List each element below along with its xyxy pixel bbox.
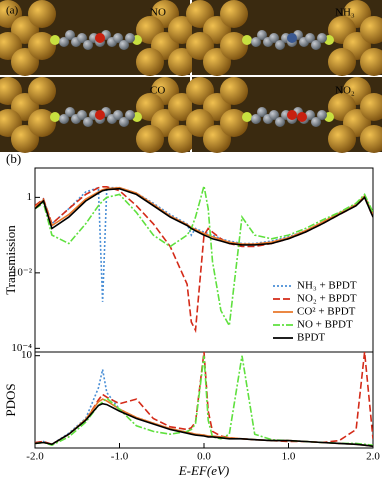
legend-label: NH₃ + BPDT [297,280,357,292]
carbon-atom [59,37,69,47]
molecule-label: CO [150,85,165,97]
series-line [35,402,373,447]
structure-panel [0,0,382,153]
carbon-atom [269,110,279,120]
gold-atom [220,77,248,105]
gold-atom [136,125,164,153]
gold-atom [136,48,164,76]
gold-atom [28,32,56,60]
carbon-atom [275,40,285,50]
series-line [35,187,373,246]
carbon-atom [125,33,135,43]
gold-atom [28,0,56,28]
y-tick-label: 1 [27,191,33,203]
x-tick-label: 0.0 [197,451,211,463]
carbon-atom [125,110,135,120]
x-tick-label: 2.0 [366,451,380,463]
carbon-atom [113,33,123,43]
sulfur-atom [242,112,252,122]
gas-atom [297,112,307,122]
legend-label: BPDT [297,332,325,344]
series-line [35,185,373,329]
carbon-atom [269,33,279,43]
plot-area [35,185,373,334]
series-line [35,186,373,245]
molecule-label: NH₃ [335,7,355,19]
gold-atom [360,16,382,44]
carbon-atom [83,40,93,50]
x-tick-label: -1.0 [111,451,129,463]
gold-atom [360,125,382,153]
carbon-atom [317,110,327,120]
panel-label: (a) [6,5,19,17]
carbon-atom [311,117,321,127]
y-axis-label: PDOS [3,383,18,416]
carbon-atom [305,33,315,43]
carbon-atom [275,117,285,127]
gas-atom [95,33,105,43]
carbon-atom [119,40,129,50]
gold-atom [328,125,356,153]
gold-atom [360,93,382,121]
sulfur-atom [50,112,60,122]
y-tick-label: 10⁻² [12,266,33,278]
molecule-label: NO₂ [335,85,355,97]
gold-atom [220,32,248,60]
y-tick-label: 10⁻⁴ [11,342,32,354]
gas-atom [287,33,297,43]
gold-atom [168,48,196,76]
legend-label: NO + BPDT [297,319,353,331]
plot-area [35,352,373,447]
gold-atom [220,0,248,28]
carbon-atom [65,30,75,40]
gas-atom [95,110,105,120]
carbon-atom [77,33,87,43]
gold-atom [168,125,196,153]
x-tick-label: 1.0 [282,451,296,463]
legend-label: CO² + BPDT [297,306,356,318]
legend-label: NO₂ + BPDT [297,293,357,305]
carbon-atom [257,107,267,117]
gas-atom [287,110,297,120]
carbon-atom [77,110,87,120]
gold-atom [28,77,56,105]
carbon-atom [305,110,315,120]
sulfur-atom [242,35,252,45]
carbon-atom [59,114,69,124]
y-tick-label: 10 [21,349,33,361]
carbon-atom [251,114,261,124]
carbon-atom [257,30,267,40]
molecule-label: NO [150,7,166,19]
x-tick-label: -2.0 [26,451,44,463]
x-axis-label: E-EF(eV) [178,463,230,478]
gold-atom [168,16,196,44]
gold-atom [28,109,56,137]
carbon-atom [65,107,75,117]
sulfur-atom [50,35,60,45]
y-axis-label: Transmission [3,225,18,295]
carbon-atom [311,40,321,50]
series-line [35,355,373,447]
panel-label: (b) [6,151,21,166]
carbon-atom [119,117,129,127]
carbon-atom [251,37,261,47]
carbon-atom [83,117,93,127]
gold-atom [360,48,382,76]
gold-atom [328,48,356,76]
gold-atom [168,93,196,121]
carbon-atom [113,110,123,120]
gold-atom [220,109,248,137]
carbon-atom [317,33,327,43]
